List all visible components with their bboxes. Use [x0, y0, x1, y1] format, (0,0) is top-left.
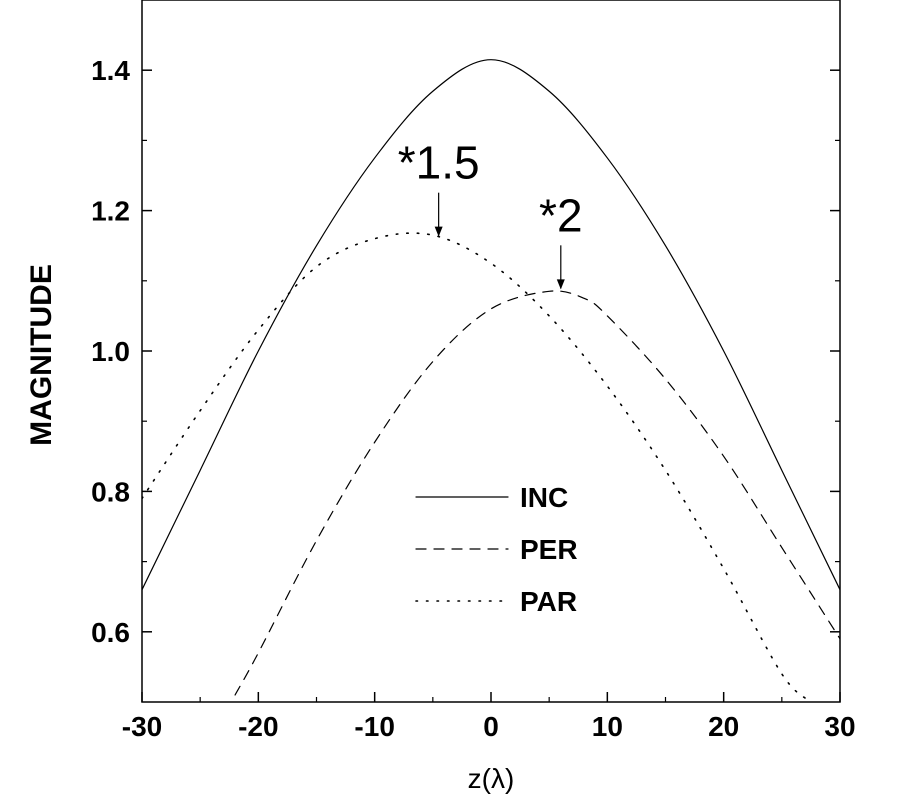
plot-frame — [141, 0, 841, 703]
series-layer — [142, 59, 840, 702]
y-axis-label: MAGNITUDE — [25, 264, 58, 446]
x-tick-label: 20 — [708, 711, 739, 742]
legend: INC PER PAR — [415, 482, 578, 617]
x-tick-label: -30 — [122, 711, 162, 742]
y-tick-label: 1.2 — [91, 196, 130, 227]
x-axis-label: z(λ) — [468, 763, 515, 794]
legend-label-per: PER — [520, 534, 578, 565]
y-tick-label: 0.6 — [91, 617, 130, 648]
annotation-label: *2 — [539, 189, 582, 241]
series-line-per — [234, 290, 840, 696]
series-line-inc — [142, 59, 840, 591]
x-tick-label: 10 — [592, 711, 623, 742]
ticks-layer: -30 -20 -10 0 10 20 30 0.6 0.8 1.0 1.2 1.4 — [91, 55, 856, 742]
y-tick-label: 0.8 — [91, 476, 130, 507]
series-line-par — [142, 232, 812, 702]
legend-label-par: PAR — [520, 586, 577, 617]
annotations: *1.5 *2 — [398, 137, 583, 290]
x-tick-label: -20 — [238, 711, 278, 742]
y-tick-label: 1.0 — [91, 336, 130, 367]
x-tick-label: 30 — [824, 711, 855, 742]
x-tick-label: -10 — [354, 711, 394, 742]
x-tick-label: 0 — [483, 711, 499, 742]
annotation-arrowhead — [434, 226, 443, 237]
annotation-arrowhead — [556, 279, 565, 290]
annotation-label: *1.5 — [398, 137, 480, 189]
y-tick-label: 1.4 — [91, 55, 130, 86]
legend-label-inc: INC — [520, 482, 568, 513]
